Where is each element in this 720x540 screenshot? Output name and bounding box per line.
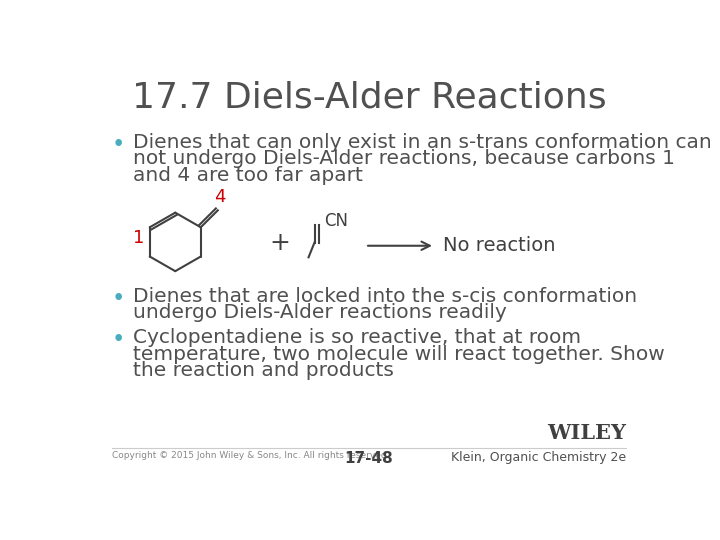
Text: undergo Diels-Alder reactions readily: undergo Diels-Alder reactions readily: [132, 303, 506, 322]
Text: the reaction and products: the reaction and products: [132, 361, 394, 380]
Text: WILEY: WILEY: [547, 423, 626, 443]
Text: 17-48: 17-48: [345, 451, 393, 467]
Text: +: +: [269, 232, 290, 255]
Text: 1: 1: [133, 229, 145, 247]
Text: Klein, Organic Chemistry 2e: Klein, Organic Chemistry 2e: [451, 451, 626, 464]
Text: 17.7 Diels-Alder Reactions: 17.7 Diels-Alder Reactions: [132, 80, 606, 114]
Text: and 4 are too far apart: and 4 are too far apart: [132, 166, 362, 185]
Text: Dienes that are locked into the s-cis conformation: Dienes that are locked into the s-cis co…: [132, 287, 636, 306]
Text: •: •: [112, 132, 125, 156]
Text: Copyright © 2015 John Wiley & Sons, Inc. All rights reserved.: Copyright © 2015 John Wiley & Sons, Inc.…: [112, 451, 390, 460]
Text: •: •: [112, 328, 125, 351]
Text: •: •: [112, 287, 125, 309]
Text: No reaction: No reaction: [443, 237, 555, 255]
Text: Cyclopentadiene is so reactive, that at room: Cyclopentadiene is so reactive, that at …: [132, 328, 581, 347]
Text: CN: CN: [324, 212, 348, 230]
Text: not undergo Diels-Alder reactions, because carbons 1: not undergo Diels-Alder reactions, becau…: [132, 149, 675, 168]
Text: Dienes that can only exist in an s-trans conformation can: Dienes that can only exist in an s-trans…: [132, 132, 711, 152]
Text: 4: 4: [214, 188, 225, 206]
Text: temperature, two molecule will react together. Show: temperature, two molecule will react tog…: [132, 345, 665, 364]
